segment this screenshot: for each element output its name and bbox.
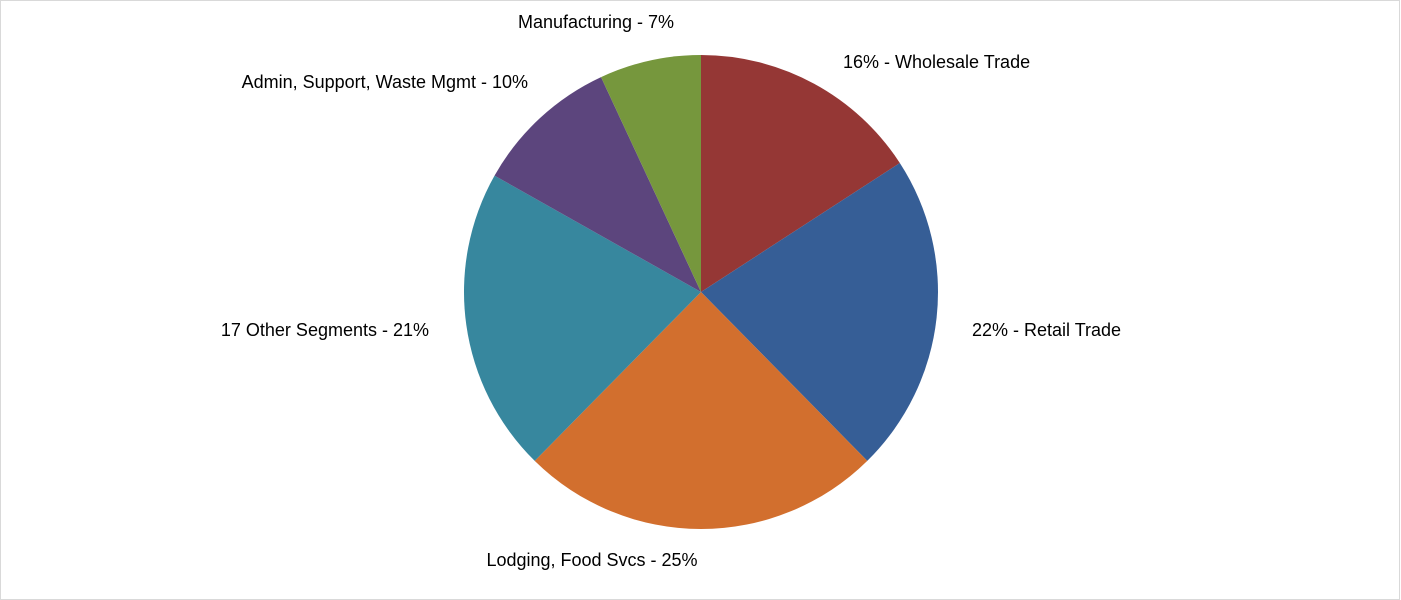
data-label-17-other-segments: 17 Other Segments - 21% — [221, 320, 429, 340]
pie-slice-17-other-segments — [463, 175, 701, 461]
pie-chart: 16% - Wholesale Trade 22% - Retail Trade L… — [221, 12, 1121, 570]
data-label-manufacturing: Manufacturing - 7% — [518, 12, 674, 32]
data-label-wholesale-trade: 16% - Wholesale Trade — [843, 52, 1030, 72]
data-label-lodging-food-svcs: Lodging, Food Svcs - 25% — [486, 550, 697, 570]
pie-slice-retail-trade — [701, 163, 939, 461]
data-label-admin-support-waste-mgmt: Admin, Support, Waste Mgmt - 10% — [242, 72, 528, 92]
pie-slice-manufacturing — [601, 55, 701, 292]
pie-labels: 16% - Wholesale Trade 22% - Retail Trade L… — [221, 12, 1121, 570]
data-label-retail-trade: 22% - Retail Trade — [972, 320, 1121, 340]
pie-slice-admin-support-waste-mgmt — [494, 77, 701, 293]
pie-slices — [463, 55, 939, 530]
pie-slice-wholesale-trade — [701, 55, 900, 292]
pie-slice-lodging-food-svcs — [534, 292, 868, 530]
